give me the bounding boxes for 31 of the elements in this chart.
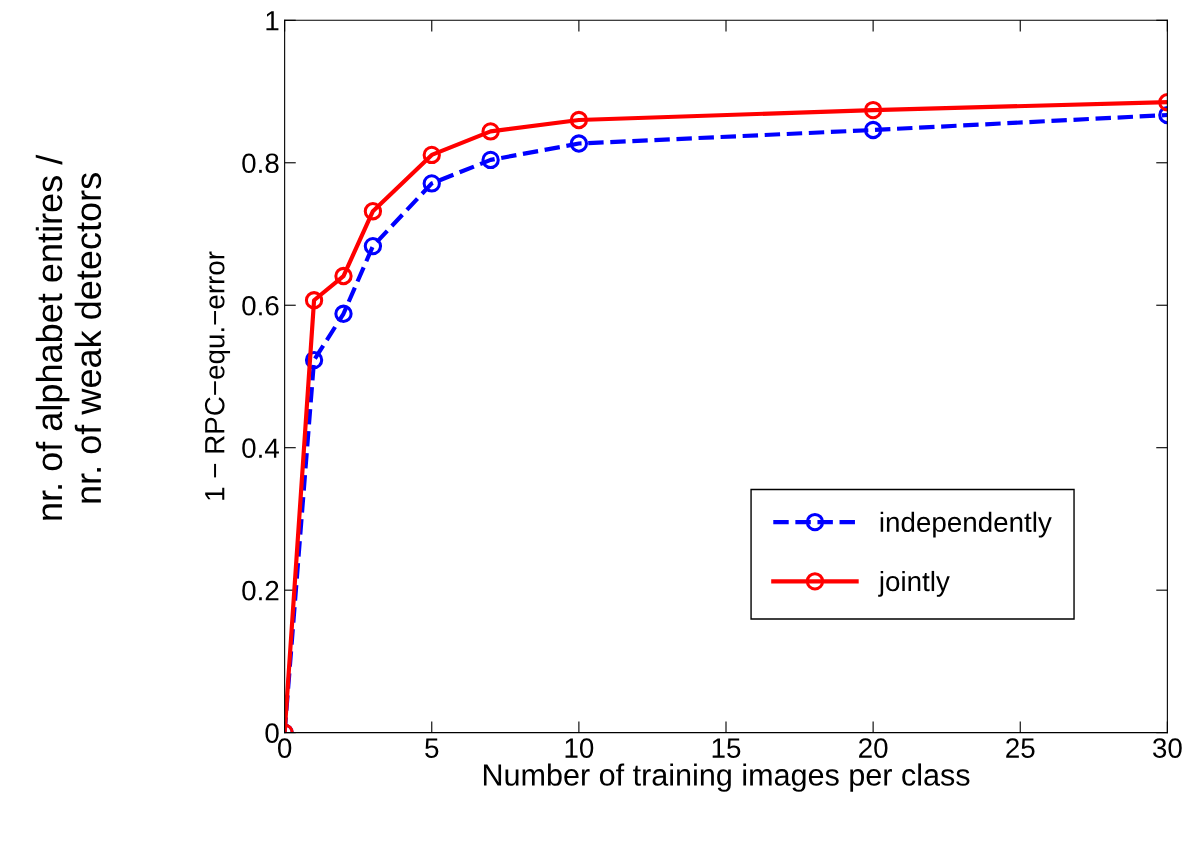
point [334,266,353,286]
x-tick-label: 20 [859,738,888,758]
y-tick-label: 1 [266,11,279,31]
point [334,304,353,323]
point [363,236,383,256]
y-tick-label: 0.6 [242,295,279,316]
x-tick-label: 0 [278,738,292,758]
x-tick-label: 30 [1152,738,1182,758]
point [481,150,500,170]
point [363,202,383,221]
x-axis-title: Number of training images per class [483,763,970,792]
x-tick-label: 10 [565,738,594,758]
y-tick-label: 0.8 [242,153,279,174]
legend-label: jointly [878,570,950,597]
y-tick-label: 0.4 [242,438,279,459]
y-tick-label: 0.2 [242,580,279,601]
x-tick-label: 15 [712,738,741,758]
point [304,291,324,310]
x-tick-label: 5 [425,738,439,758]
legend-label: independently [880,511,1052,538]
y-axis-title: 1 − RPC−equ.−error [204,251,231,500]
x-tick-label: 25 [1006,738,1035,758]
point [569,110,589,130]
y-tick-label: 0 [265,723,279,743]
point [569,134,589,153]
point [422,145,441,165]
point [481,122,500,141]
point [422,174,441,193]
point [863,120,883,140]
text: nr. of alphabet entires / nr. of weak detectors [35,154,102,520]
point [863,100,883,120]
